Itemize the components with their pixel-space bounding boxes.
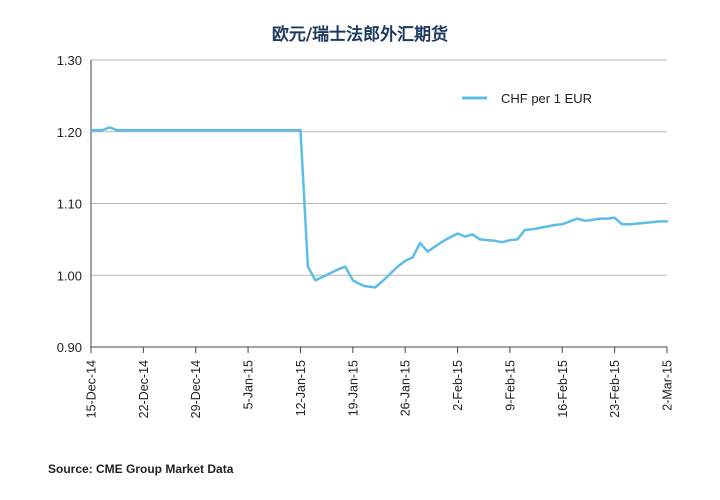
y-tick-label: 1.20	[57, 125, 82, 140]
y-tick-label: 0.90	[57, 340, 82, 355]
x-axis-ticks: 15-Dec-14 22-Dec-14 29-Dec-14 5-Jan-15 12-Ja…	[85, 347, 675, 418]
legend-label: CHF per 1 EUR	[501, 91, 592, 106]
series-line	[89, 126, 669, 289]
axis-layer	[90, 60, 667, 348]
x-tick-label: 15-Dec-14	[85, 360, 99, 418]
series-layer	[89, 126, 669, 289]
chart-title: 欧元/瑞士法郎外汇期货	[271, 25, 449, 45]
x-tick-label: 23-Feb-15	[608, 360, 622, 418]
x-tick-label: 19-Jan-15	[346, 360, 360, 416]
x-tick-label: 16-Feb-15	[556, 360, 570, 418]
x-tick-label: 26-Jan-15	[399, 360, 413, 416]
x-tick-label: 9-Feb-15	[503, 360, 517, 411]
x-tick-label: 2-Feb-15	[451, 360, 465, 411]
y-axis-ticks: 0.90 1.00 1.10 1.20 1.30	[57, 53, 82, 355]
y-tick-label: 1.00	[57, 268, 82, 283]
x-tick-label: 12-Jan-15	[294, 360, 308, 416]
y-tick-label: 1.30	[57, 53, 82, 68]
x-tick-label: 29-Dec-14	[189, 360, 203, 418]
source-note: Source: CME Group Market Data	[48, 462, 234, 476]
y-tick-label: 1.10	[57, 197, 82, 212]
x-tick-label: 2-Mar-15	[661, 360, 675, 411]
x-tick-label: 22-Dec-14	[137, 360, 151, 418]
x-tick-label: 5-Jan-15	[242, 360, 256, 409]
legend: CHF per 1 EUR	[462, 91, 592, 106]
